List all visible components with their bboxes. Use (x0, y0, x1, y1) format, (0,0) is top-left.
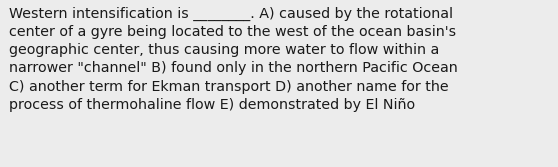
Text: Western intensification is ________. A) caused by the rotational
center of a gyr: Western intensification is ________. A) … (9, 7, 458, 112)
